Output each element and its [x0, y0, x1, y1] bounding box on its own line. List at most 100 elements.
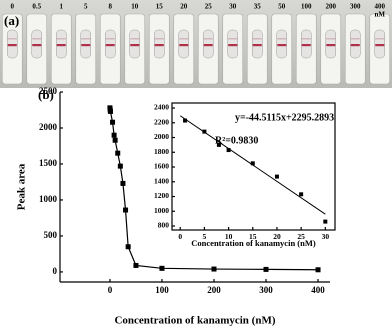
test-line — [326, 38, 336, 40]
marker — [315, 267, 321, 273]
test-line — [228, 38, 238, 40]
marker — [274, 174, 279, 179]
control-line — [130, 44, 140, 47]
marker — [216, 142, 221, 147]
strip-label: 400 — [375, 3, 386, 11]
x-tick-label: 30 — [322, 232, 330, 241]
y-tick-label: 1000 — [39, 194, 58, 204]
equation: y=-44.5115x+2295.2893 — [235, 112, 334, 123]
control-line — [32, 44, 42, 47]
control-line — [81, 44, 91, 47]
x-tick-label: 25 — [297, 232, 305, 241]
marker — [133, 262, 139, 268]
control-line — [179, 44, 189, 47]
marker — [211, 266, 217, 272]
strip-label: 20 — [180, 3, 188, 11]
control-line — [228, 44, 238, 47]
strip-label: 30 — [229, 3, 237, 11]
control-line — [301, 44, 311, 47]
test-line — [179, 38, 189, 40]
control-line — [277, 44, 287, 47]
test-line — [105, 38, 115, 40]
marker — [202, 129, 207, 134]
x-tick-label: 400 — [311, 285, 325, 295]
y-tick-label: 2000 — [154, 132, 169, 141]
control-line — [252, 44, 262, 47]
strip-label: 300 — [350, 3, 361, 11]
control-line — [203, 44, 213, 47]
y-tick-label: 0 — [53, 266, 58, 276]
test-line — [203, 38, 213, 40]
marker — [183, 118, 188, 123]
x-axis-title: Concentration of kanamycin (nM) — [191, 238, 316, 248]
marker — [112, 137, 118, 143]
strip-label: 8 — [109, 3, 113, 11]
y-tick-label: 1600 — [154, 162, 169, 171]
control-line — [326, 44, 336, 47]
control-line — [105, 44, 115, 47]
marker — [250, 161, 255, 166]
marker — [115, 150, 121, 156]
test-line — [154, 38, 164, 40]
test-line — [7, 38, 17, 40]
y-tick-label: 1000 — [154, 206, 169, 215]
y-tick-label: 2500 — [39, 86, 58, 96]
marker — [110, 119, 116, 125]
x-tick-label: 15 — [249, 232, 257, 241]
marker — [263, 266, 269, 272]
r-squared: R²=0.9830 — [215, 135, 258, 146]
strip-label: 100 — [301, 3, 312, 11]
marker — [123, 207, 129, 213]
y-tick-label: 2000 — [39, 122, 58, 132]
y-tick-label: 1200 — [154, 191, 169, 200]
x-tick-label: 300 — [259, 285, 273, 295]
test-line — [375, 38, 385, 40]
marker — [117, 163, 123, 169]
marker — [226, 148, 231, 153]
strip-label: 15 — [156, 3, 164, 11]
test-line — [350, 38, 360, 40]
x-tick-label: 10 — [225, 232, 233, 241]
control-line — [375, 44, 385, 47]
y-tick-label: 2400 — [154, 103, 169, 112]
y-tick-label: 800 — [158, 221, 170, 230]
strip-label: 50 — [278, 3, 286, 11]
marker — [323, 219, 328, 224]
y-tick-label: 1800 — [154, 147, 169, 156]
strip-label: 0 — [11, 3, 15, 11]
unit-label: nM — [375, 11, 386, 19]
panel-label: (a) — [4, 13, 19, 28]
panel-label: (b) — [38, 87, 54, 102]
test-line — [56, 38, 66, 40]
control-line — [350, 44, 360, 47]
strip-label: 0.5 — [32, 3, 41, 11]
x-tick-label: 200 — [207, 285, 221, 295]
y-axis-title: Peak area — [16, 163, 28, 210]
x-tick-label: 20 — [273, 232, 281, 241]
y-tick-label: 1500 — [39, 158, 58, 168]
y-tick-label: 2200 — [154, 117, 169, 126]
x-tick-label: 5 — [203, 232, 207, 241]
test-line — [252, 38, 262, 40]
series-line — [109, 107, 319, 271]
control-line — [154, 44, 164, 47]
x-tick-label: 0 — [178, 232, 182, 241]
x-tick-label: 100 — [155, 285, 169, 295]
marker — [299, 192, 304, 197]
y-tick-label: 500 — [44, 230, 58, 240]
test-line — [130, 38, 140, 40]
test-line — [32, 38, 42, 40]
test-line — [301, 38, 311, 40]
control-line — [56, 44, 66, 47]
marker — [125, 244, 131, 250]
test-line — [277, 38, 287, 40]
marker — [159, 265, 165, 271]
strip-label: 10 — [131, 3, 139, 11]
x-axis-title: Concentration of kanamycin (nM) — [114, 315, 275, 327]
test-line — [81, 38, 91, 40]
strip-label: 25 — [205, 3, 213, 11]
x-tick-label: 0 — [108, 285, 113, 295]
